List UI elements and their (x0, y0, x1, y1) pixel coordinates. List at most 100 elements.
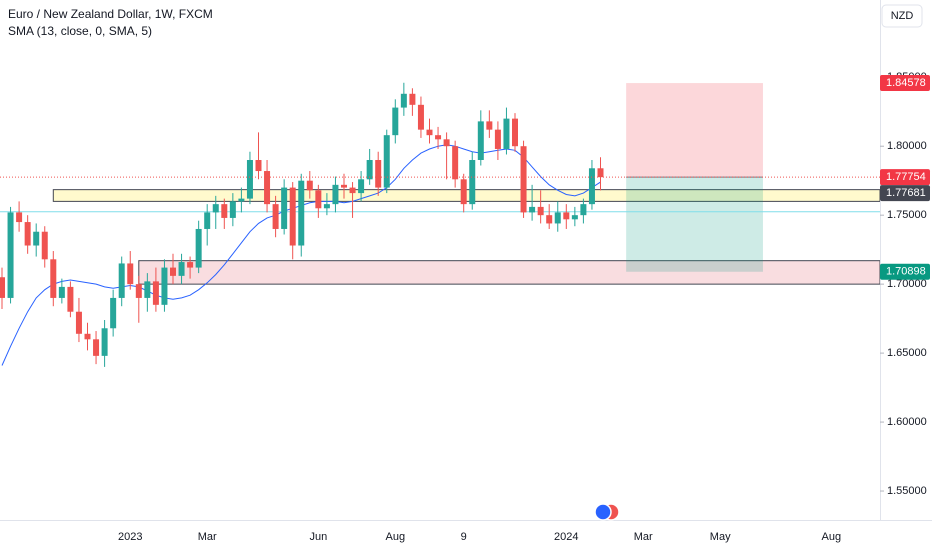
candle-body (75, 311, 82, 334)
candle-body (597, 168, 604, 178)
candle-body (392, 107, 399, 136)
candle-body (537, 206, 544, 216)
price-label: 1.77681 (886, 187, 926, 199)
candle-body (443, 139, 450, 147)
y-tick-label: 1.80000 (887, 140, 927, 152)
candle-body (93, 339, 100, 356)
candle-body (469, 160, 476, 205)
y-tick-label: 1.65000 (887, 347, 927, 359)
candle-body (272, 204, 279, 229)
candle-body (246, 160, 253, 199)
candle-body (255, 160, 262, 172)
price-label: 1.70898 (886, 266, 926, 278)
candle-body (341, 184, 347, 188)
candle-body (358, 179, 365, 194)
event-icons[interactable] (594, 503, 620, 521)
price-label-box (880, 75, 930, 92)
candle-body (127, 263, 134, 285)
candle-body (152, 281, 159, 305)
candle-body (332, 184, 339, 205)
target-area (626, 177, 763, 272)
price-label-box (880, 169, 930, 186)
candle-body (315, 190, 322, 209)
plot-area (0, 82, 881, 367)
x-tick-label: May (710, 531, 731, 543)
candle-body (50, 259, 57, 298)
candle-body (289, 187, 296, 246)
candle-body (477, 121, 484, 160)
candle-body (452, 146, 459, 180)
candle-body (238, 198, 245, 202)
candle-body (135, 284, 142, 298)
candle-body (580, 204, 587, 216)
candle-body (264, 171, 271, 205)
candle-body (178, 262, 185, 276)
candle-body (195, 228, 202, 268)
x-tick-label: Jun (309, 531, 327, 543)
x-tick-label: Mar (198, 531, 217, 543)
candle-body (383, 135, 390, 188)
candle-body (409, 93, 416, 105)
candle-body (118, 263, 125, 298)
candle-body (110, 297, 117, 329)
y-tick-label: 1.60000 (887, 416, 927, 428)
candle-body (281, 187, 288, 229)
x-tick-label: 9 (461, 531, 467, 543)
x-tick-label: 2024 (554, 531, 578, 543)
candle-body (546, 215, 553, 224)
price-label-box (880, 263, 930, 280)
indicator-label: SMA (13, close, 0, SMA, 5) (8, 24, 152, 38)
candle-body (554, 212, 561, 224)
candle-body (7, 212, 14, 298)
candle-body (58, 286, 65, 298)
candle-body (170, 267, 176, 276)
x-tick-label: Aug (822, 531, 842, 543)
candle-body (400, 93, 407, 108)
candle-body (24, 222, 31, 246)
candle-body (187, 262, 194, 268)
candle-body (435, 135, 442, 140)
candle-body (204, 212, 211, 229)
candle-body (366, 160, 373, 180)
y-tick-label: 1.70000 (887, 278, 927, 290)
candle-body (16, 212, 23, 223)
candle-body (494, 129, 501, 149)
currency-label[interactable]: NZD (891, 10, 914, 22)
currency-button[interactable] (881, 4, 923, 28)
candle-body (375, 160, 382, 188)
candle-body (221, 204, 228, 218)
candle-body (571, 215, 578, 220)
candle-body (101, 328, 108, 356)
candle-body (0, 277, 5, 298)
candle-body (33, 231, 40, 246)
candle-body (503, 118, 510, 149)
candle-body (349, 187, 356, 194)
candle-body (298, 180, 305, 246)
candle-body (229, 201, 236, 218)
candle-body (306, 180, 313, 191)
price-label-box (880, 185, 930, 202)
candle-body (529, 206, 536, 213)
event-icon[interactable] (594, 503, 612, 521)
candle-body (460, 179, 467, 205)
y-tick-label: 1.75000 (887, 209, 927, 221)
price-label: 1.84578 (886, 77, 926, 89)
candle-body (212, 204, 219, 213)
x-tick-label: Aug (386, 531, 406, 543)
candle-body (588, 168, 595, 205)
candle-body (417, 104, 424, 130)
candle-body (84, 333, 91, 340)
candle-body (426, 129, 433, 136)
candle-body (563, 212, 570, 220)
y-tick-label: 1.55000 (887, 485, 927, 497)
candle-body (144, 281, 151, 298)
price-label: 1.77754 (886, 171, 926, 183)
candle-body (41, 231, 48, 260)
candle-body (67, 286, 74, 312)
candle-body (323, 204, 330, 209)
candle-body (486, 121, 493, 130)
candle-body (512, 118, 518, 147)
zone (138, 260, 881, 285)
